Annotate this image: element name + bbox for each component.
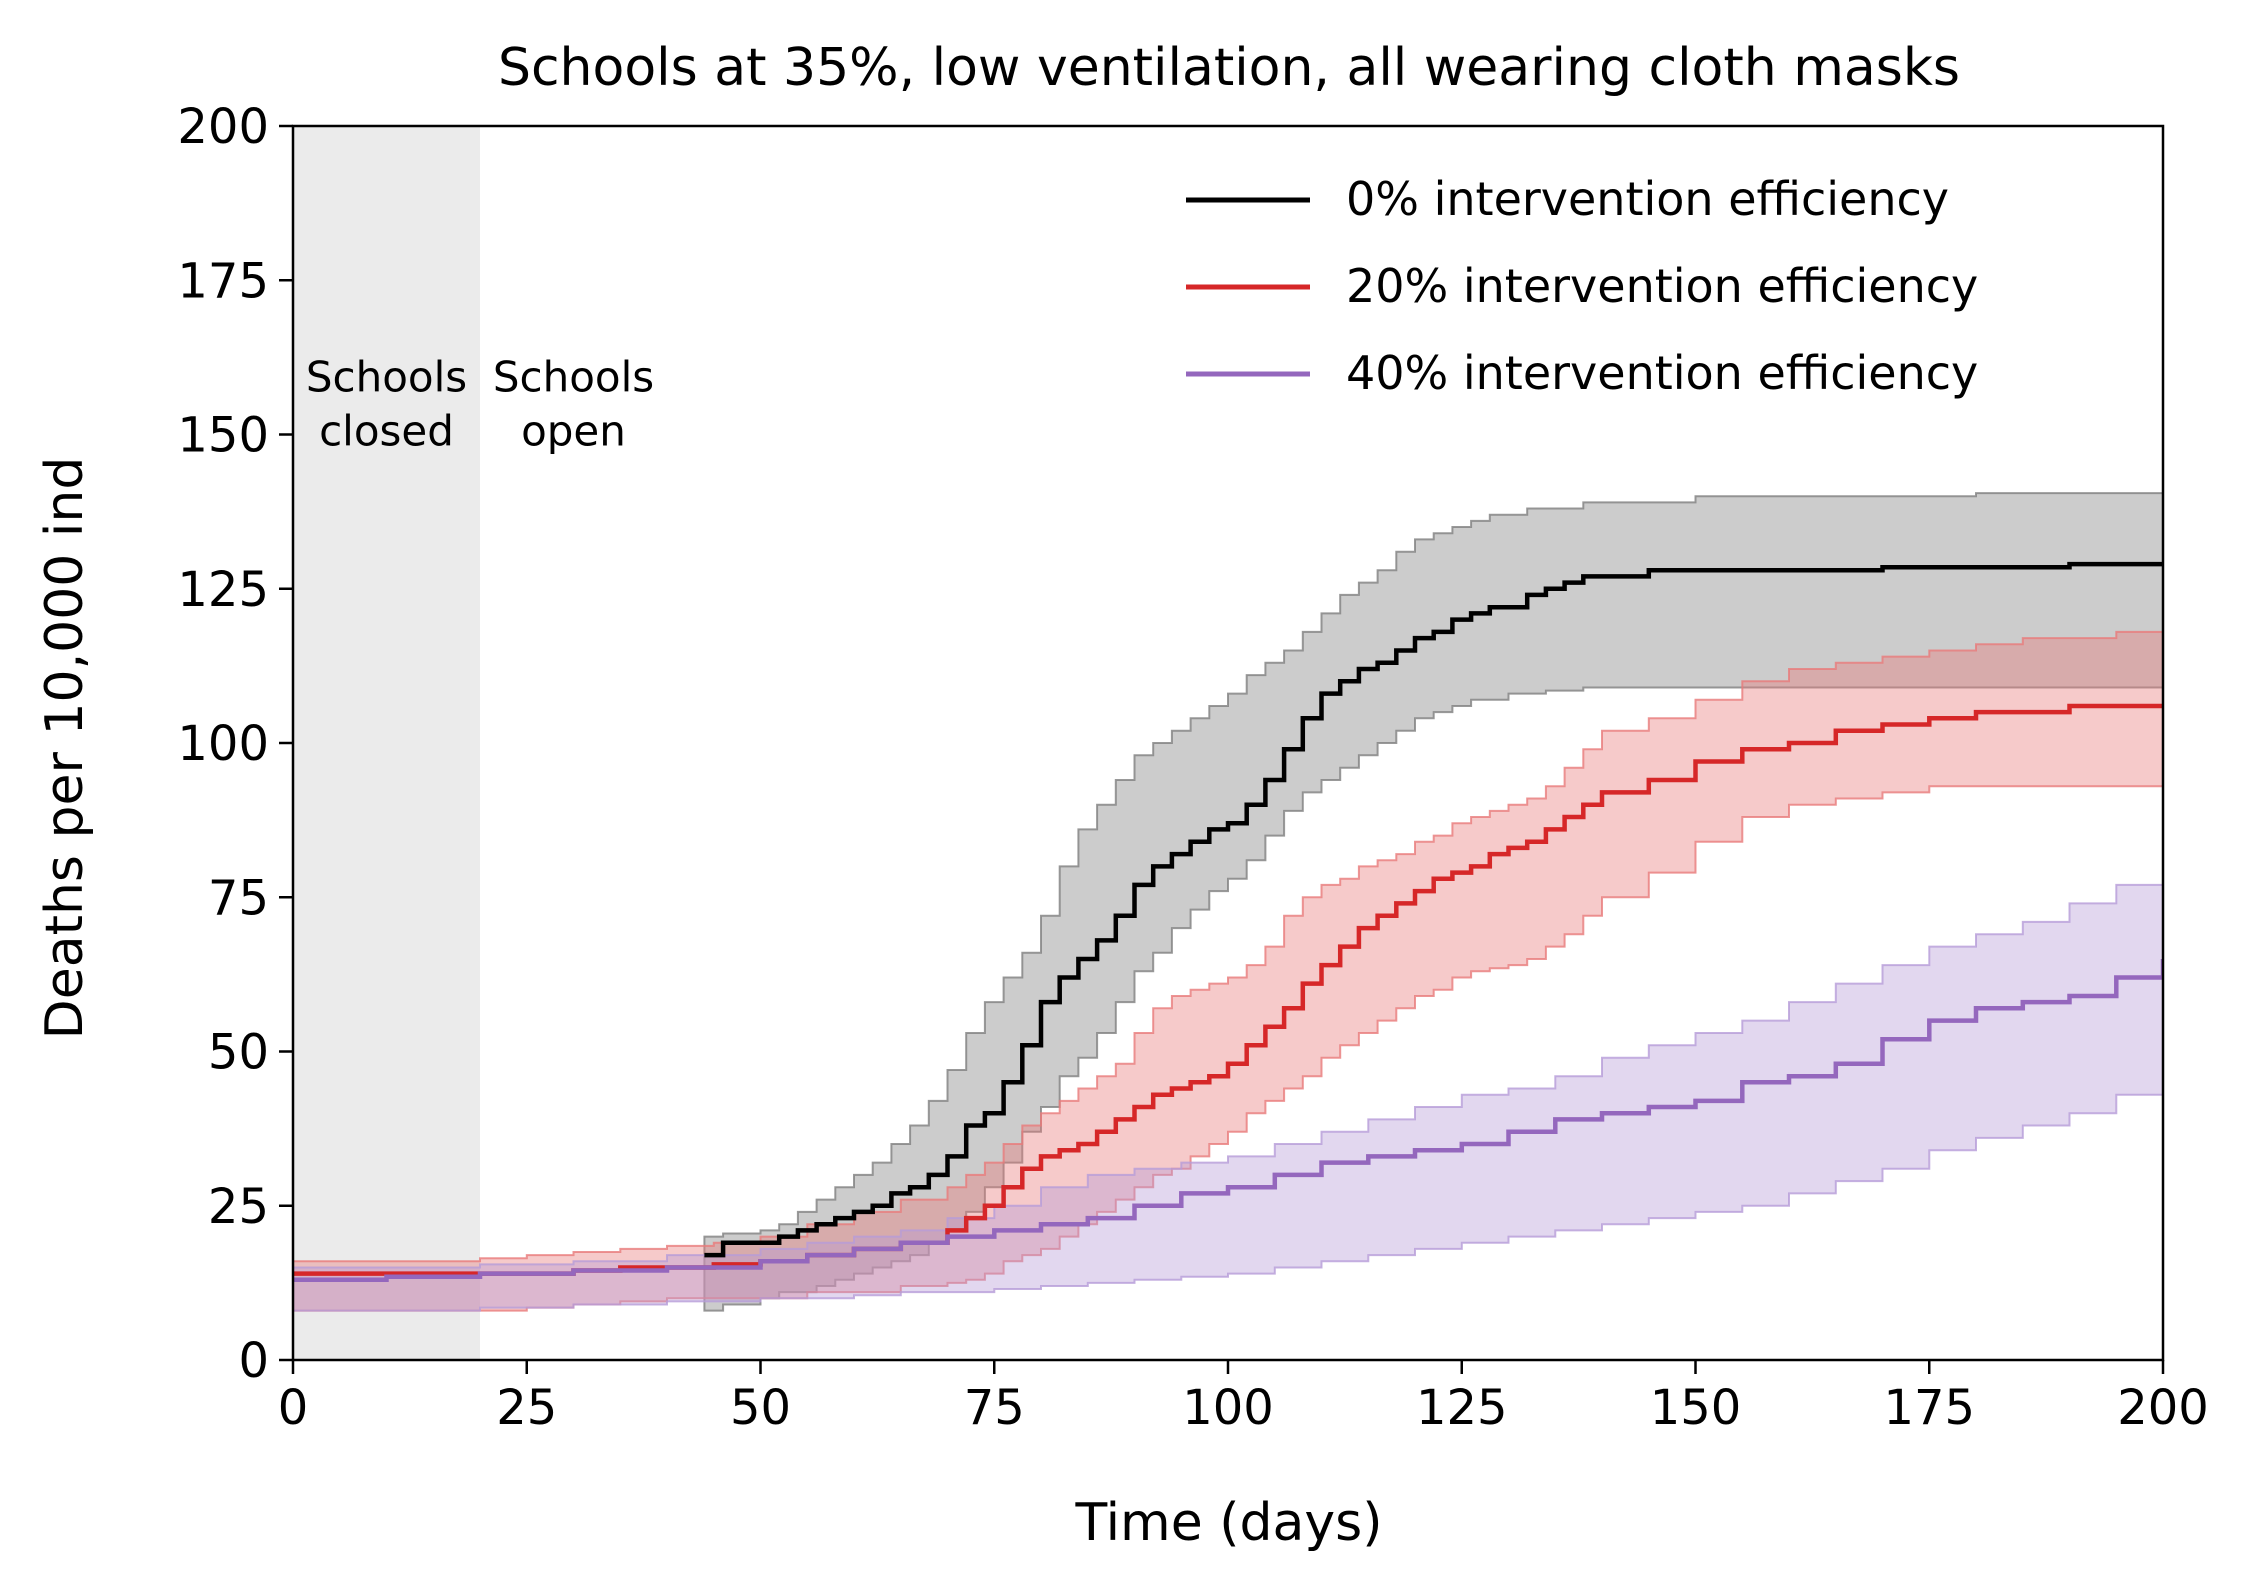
x-tick-label-2: 50 — [730, 1380, 791, 1436]
y-tick-label-5: 125 — [177, 562, 269, 618]
annotation-1-line2: open — [521, 406, 626, 455]
x-tick-label-8: 200 — [2117, 1380, 2209, 1436]
series-line-0 — [704, 561, 2163, 1258]
annotation-1: Schools open — [493, 352, 654, 455]
legend: 0% intervention efficiency 20% interventi… — [1186, 172, 1978, 400]
series-band-0 — [703, 492, 2163, 1312]
axes: 0 25 50 75 100 125 150 175 200 0 25 50 75 100 125 150 17… — [177, 99, 2208, 1436]
y-tick-label-2: 50 — [208, 1025, 269, 1081]
y-tick-label-6: 150 — [177, 408, 269, 464]
y-tick-label-1: 25 — [208, 1179, 269, 1235]
legend-label-0: 0% intervention efficiency — [1346, 172, 1949, 226]
y-tick-label-3: 75 — [208, 870, 269, 926]
series-line-2 — [293, 959, 2163, 1283]
x-tick-label-4: 100 — [1182, 1380, 1274, 1436]
annotation-0-line2: closed — [319, 406, 454, 455]
x-axis-label: Time (days) — [1074, 1493, 1382, 1553]
plot-area: Schools closed Schools open — [293, 126, 2163, 1360]
legend-label-1: 20% intervention efficiency — [1346, 259, 1978, 313]
legend-label-2: 40% intervention efficiency — [1346, 346, 1978, 400]
series-band-1 — [293, 630, 2163, 1312]
x-tick-label-1: 25 — [496, 1380, 557, 1436]
plot-inner — [293, 126, 2163, 1360]
schools-closed-region — [293, 126, 480, 1360]
x-tick-label-5: 125 — [1416, 1380, 1508, 1436]
annotation-1-line1: Schools — [493, 352, 654, 401]
y-tick-label-7: 175 — [177, 253, 269, 309]
x-tick-label-7: 175 — [1883, 1380, 1975, 1436]
y-tick-label-8: 200 — [177, 99, 269, 155]
x-tick-label-0: 0 — [278, 1380, 309, 1436]
x-tick-label-3: 75 — [964, 1380, 1025, 1436]
chart-title: Schools at 35%, low ventilation, all wea… — [498, 38, 1960, 98]
y-axis-label: Deaths per 10,000 ind — [35, 457, 95, 1040]
y-tick-label-4: 100 — [177, 716, 269, 772]
series-band-2 — [293, 860, 2163, 1312]
annotation-0: Schools closed — [306, 352, 467, 455]
annotation-0-line1: Schools — [306, 352, 467, 401]
y-tick-label-0: 0 — [238, 1333, 269, 1389]
x-tick-label-6: 150 — [1650, 1380, 1742, 1436]
